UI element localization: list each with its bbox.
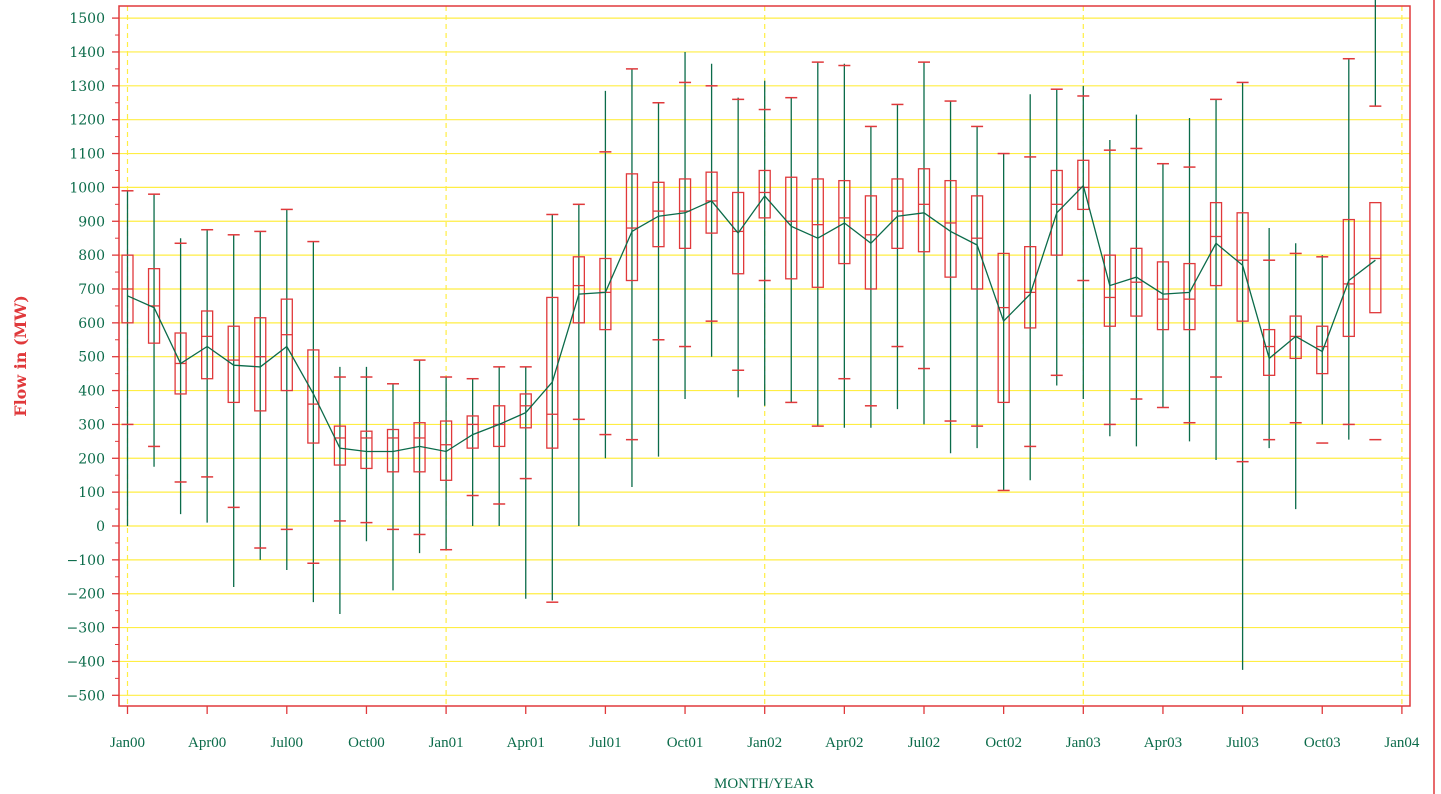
box-Apr01: [519, 393, 532, 429]
y-tick-label: 1000: [69, 180, 105, 196]
box-Mar02: [811, 178, 824, 288]
x-tick-label: Apr03: [1144, 735, 1182, 751]
x-axis-title: MONTH/YEAR: [714, 776, 814, 792]
x-tick-label: Jan01: [429, 735, 464, 751]
y-tick-label: 100: [78, 485, 105, 501]
y-tick-label: 200: [78, 451, 105, 467]
box-Sep01: [652, 181, 665, 248]
x-tick-label: Apr00: [188, 735, 226, 751]
box-Apr00: [200, 310, 214, 380]
box-Nov03: [1342, 218, 1355, 338]
y-tick-label: 800: [78, 248, 105, 264]
box-Aug03: [1263, 328, 1276, 376]
x-tick-label: Oct01: [667, 735, 704, 751]
x-tick-label: Oct03: [1304, 735, 1341, 751]
x-tick-label: Apr01: [507, 735, 545, 751]
box-Jan03: [1077, 159, 1090, 211]
box-Jul01: [599, 257, 612, 331]
y-tick-label: 300: [78, 417, 105, 433]
box-Jul00: [280, 298, 293, 392]
whiskers: [121, 0, 1382, 670]
box-May00: [227, 325, 240, 404]
y-tick-label: 1100: [69, 147, 105, 163]
box-Jun03: [1209, 201, 1223, 287]
y-tick-label: 1400: [69, 45, 105, 61]
box-Sep00: [333, 425, 347, 466]
x-axis: Jan00 Apr00 Jul00 Oct00 Jan01 Apr01 Jul01 Oct01…: [110, 706, 1420, 751]
x-tick-label: Apr02: [825, 735, 863, 751]
box-May03: [1183, 262, 1196, 331]
box-Nov02: [1024, 246, 1037, 329]
box-Dec02: [1050, 169, 1063, 256]
box-May02: [864, 195, 878, 290]
x-tick-label: Jan04: [1384, 735, 1419, 751]
y-tick-label: 700: [78, 282, 105, 298]
box-Jan02: [758, 169, 771, 219]
box-Aug02: [944, 179, 957, 278]
y-tick-label: 0: [96, 519, 105, 535]
y-tick-label: 1200: [69, 113, 105, 129]
box-May01: [546, 296, 559, 449]
x-tick-label: Jul03: [1226, 735, 1259, 751]
y-tick-label: 900: [78, 214, 105, 230]
y-tick-label: 1300: [69, 79, 105, 95]
x-tick-label: Oct00: [348, 735, 385, 751]
box-Dec03: [1369, 201, 1382, 314]
box-Jul03: [1236, 212, 1249, 322]
boxes: [121, 159, 1382, 481]
box-Aug01: [625, 173, 639, 282]
box-Feb02: [785, 176, 798, 280]
box-Sep03: [1289, 315, 1302, 360]
x-tick-label: Oct02: [985, 735, 1022, 751]
mean-line-path: [127, 184, 1376, 453]
box-Jul02: [917, 168, 931, 253]
y-tick-label: 1500: [69, 11, 105, 27]
x-tick-label: Jul02: [908, 735, 941, 751]
box-Aug00: [307, 349, 320, 444]
mean-line: [127, 184, 1376, 453]
box-Nov01: [705, 171, 718, 234]
y-tick-label: −400: [67, 654, 105, 670]
y-tick-label: −100: [67, 553, 105, 569]
x-tick-label: Jan00: [110, 735, 145, 751]
box-Feb03: [1103, 254, 1116, 327]
x-tick-label: Jul00: [271, 735, 304, 751]
y-tick-label: 600: [78, 316, 105, 332]
y-tick-label: 400: [78, 384, 105, 400]
box-Apr02: [838, 179, 851, 265]
x-tick-label: Jan03: [1066, 735, 1101, 751]
box-Jun02: [891, 178, 904, 249]
box-Jun00: [254, 317, 267, 412]
y-tick-label: −500: [67, 688, 105, 704]
box-Oct02: [997, 252, 1010, 404]
y-axis: −500 −400 −300 −200 −100 0 100 200 300 400 500 600 7…: [67, 11, 119, 704]
box-Oct03: [1316, 325, 1329, 375]
y-axis-title: Flow in (MW): [11, 295, 30, 417]
x-tick-label: Jul01: [589, 735, 622, 751]
box-Jun01: [572, 256, 585, 324]
y-tick-label: −300: [67, 621, 105, 637]
x-tick-label: Jan02: [747, 735, 782, 751]
y-tick-label: −200: [67, 587, 105, 603]
box-Apr03: [1156, 261, 1170, 331]
box-Oct00: [360, 430, 373, 470]
box-Dec01: [732, 191, 745, 275]
y-tick-label: 500: [78, 350, 105, 366]
